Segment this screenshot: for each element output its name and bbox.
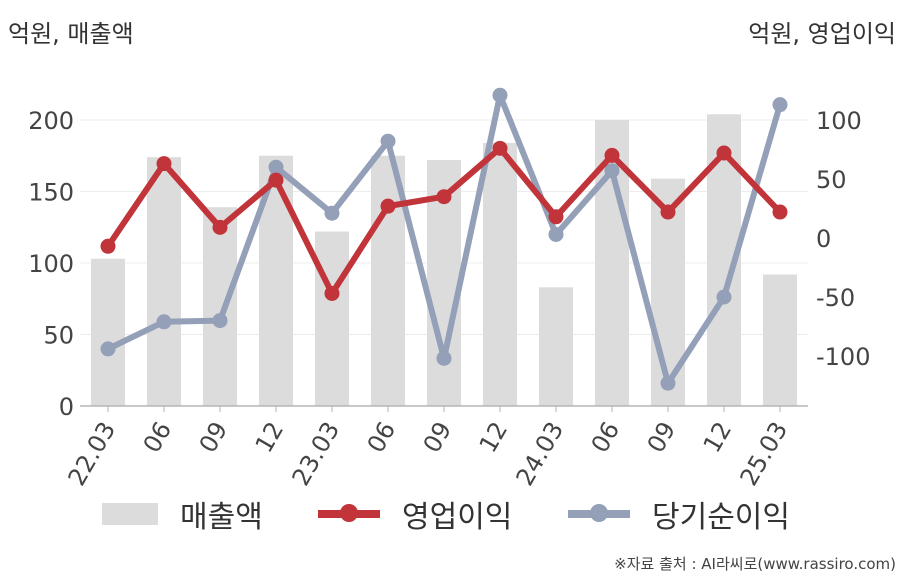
profit-lines [100,87,788,391]
operating-profit-point [716,145,732,161]
x-tick-label: 09 [194,417,234,457]
x-tick-label: 24.03 [511,417,570,490]
left-axis-unit: 억원, 매출액 [8,20,134,48]
x-tick-label: 12 [698,417,738,457]
legend-net: 당기순이익 [568,492,790,536]
legend-label-revenue: 매출액 [180,500,263,535]
net-income-point [548,226,564,242]
left-tick-label: 0 [59,393,74,421]
right-tick-label: -50 [816,284,855,312]
right-tick-label: 0 [816,225,831,253]
net-income-point [716,289,732,305]
x-tick-label: 23.03 [287,417,346,490]
operating-profit-point [436,189,452,205]
net-income-point [492,87,508,103]
left-tick-label: 150 [28,179,74,207]
revenue-bar [203,207,237,406]
source-note: ※자료 출처 : AI라씨로(www.rassiro.com) [614,555,896,573]
operating-profit-point [492,140,508,156]
net-income-point [380,133,396,149]
right-axis-unit: 억원, 영업이익 [748,20,896,48]
left-tick-label: 200 [28,107,74,135]
legend-label-operating-profit: 영업이익 [402,500,513,535]
net-income-point [324,205,340,221]
operating-profit-point [268,172,284,188]
operating-profit-point [772,204,788,220]
right-tick-label: 50 [816,166,847,194]
x-tick-label: 12 [250,417,290,457]
x-tick-label: 06 [138,417,178,457]
revenue-bar [539,287,573,406]
legend-swatch-operating-profit [318,504,380,522]
operating-profit-point [100,238,116,254]
x-tick-label: 09 [418,417,458,457]
revenue-bar [315,231,349,406]
operating-profit-point [660,204,676,220]
operating-profit-point [604,147,620,163]
net-income-point [156,314,172,330]
net-income-point [772,97,788,113]
net-income-point [660,375,676,391]
right-tick-label: 100 [816,107,862,135]
operating-profit-point [548,209,564,225]
x-tick-label: 09 [642,417,682,457]
operating-profit-point [156,156,172,172]
net-income-point [436,350,452,366]
net-income-point [268,159,284,175]
revenue-bar [763,274,797,406]
revenue-bars [91,114,797,406]
revenue-bar [147,157,181,406]
left-tick-label: 100 [28,250,74,278]
x-tick-label: 12 [474,417,514,457]
right-tick-label: -100 [816,343,870,371]
net-income-point [100,341,116,357]
operating-profit-point [380,198,396,214]
left-tick-label: 50 [43,322,74,350]
net-income-point [212,313,228,329]
revenue-bar [371,155,405,406]
x-tick-label: 06 [362,417,402,457]
x-tick-label: 06 [586,417,626,457]
legend-label-net-income: 당기순이익 [652,500,790,535]
operating-profit-point [324,285,340,301]
revenue-bar [483,142,517,406]
x-tick-label: 25.03 [735,417,794,490]
axes [80,405,808,412]
operating-profit-point [212,219,228,235]
legend-swatch-net-income [568,504,630,522]
net-income-point [604,163,620,179]
legend-op: 영업이익 [318,492,512,536]
legend: 매출액 [102,492,263,536]
revenue-bar [91,258,125,406]
legend-swatch-revenue [102,503,158,525]
x-tick-label: 22.03 [63,417,122,490]
